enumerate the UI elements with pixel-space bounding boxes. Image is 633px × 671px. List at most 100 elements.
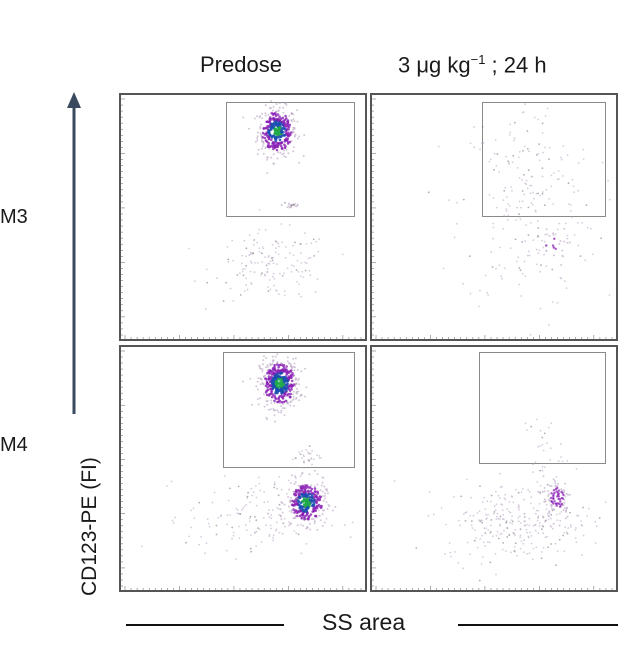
- scatter-point: [541, 132, 544, 134]
- scatter-point: [279, 119, 282, 123]
- scatter-point: [309, 256, 312, 259]
- scatter-point: [537, 516, 540, 519]
- scatter-point: [280, 488, 283, 491]
- scatter-point: [238, 537, 241, 539]
- scatter-point: [208, 525, 211, 528]
- scatter-point: [285, 103, 288, 106]
- scatter-point: [562, 509, 565, 511]
- scatter-point: [462, 567, 464, 570]
- scatter-point: [502, 228, 505, 230]
- scatter-point: [428, 491, 431, 493]
- scatter-point: [310, 493, 314, 497]
- scatter-point: [523, 513, 526, 515]
- scatter-point: [566, 234, 569, 237]
- scatter-point: [494, 139, 497, 141]
- scatter-point: [552, 522, 555, 525]
- scatter-point: [303, 506, 306, 509]
- scatter-point: [277, 363, 281, 367]
- scatter-point: [517, 516, 520, 519]
- scatter-point: [312, 458, 315, 461]
- scatter-point: [542, 151, 544, 154]
- scatter-point: [536, 220, 539, 223]
- scatter-point: [506, 536, 509, 538]
- scatter-point: [266, 418, 269, 421]
- scatter-point: [316, 278, 319, 280]
- scatter-point: [327, 492, 329, 495]
- scatter-point: [286, 356, 289, 359]
- scatter-point: [275, 363, 279, 366]
- scatter-point: [314, 490, 317, 493]
- scatter-point: [493, 505, 496, 508]
- scatter-point: [290, 119, 293, 122]
- scatter-point: [288, 510, 291, 512]
- scatter-point: [558, 512, 561, 515]
- scatter-point: [532, 507, 535, 510]
- scatter-point: [493, 168, 495, 171]
- scatter-point: [272, 147, 275, 151]
- scatter-point: [283, 385, 287, 389]
- scatter-point: [437, 145, 440, 148]
- scatter-point: [297, 270, 300, 273]
- scatter-point: [520, 491, 523, 494]
- scatter-point: [277, 242, 280, 245]
- scatter-point: [549, 525, 552, 527]
- scatter-point: [586, 515, 589, 517]
- scatter-point: [539, 522, 541, 524]
- scatter-point: [567, 527, 570, 529]
- scatter-point: [283, 367, 286, 370]
- scatter-point: [238, 525, 240, 528]
- scatter-point: [518, 216, 521, 218]
- scatter-point: [282, 134, 286, 137]
- scatter-point: [269, 260, 272, 263]
- scatter-point: [491, 535, 494, 538]
- scatter-point: [231, 239, 234, 242]
- scatter-point: [478, 579, 481, 582]
- scatter-point: [249, 534, 252, 536]
- scatter-point: [289, 522, 292, 525]
- scatter-point: [519, 206, 522, 209]
- scatter-point: [278, 245, 280, 248]
- scatter-point: [278, 531, 281, 534]
- scatter-point: [537, 227, 540, 229]
- panel-m3-dose: [370, 93, 618, 341]
- scatter-point: [291, 130, 294, 133]
- scatter-m4-dose: [372, 350, 613, 590]
- scatter-point: [227, 499, 230, 502]
- scatter-point: [222, 300, 225, 302]
- scatter-point: [490, 251, 493, 254]
- scatter-point: [290, 379, 294, 383]
- scatter-point: [229, 487, 231, 490]
- scatter-point: [516, 166, 519, 169]
- scatter-point: [547, 518, 550, 521]
- scatter-point: [545, 519, 547, 522]
- scatter-point: [283, 149, 286, 152]
- scatter-point: [534, 524, 536, 526]
- scatter-point: [530, 542, 533, 545]
- scatter-point: [559, 519, 562, 522]
- scatter-point: [283, 414, 286, 417]
- scatter-point: [562, 504, 565, 507]
- scatter-point: [298, 377, 300, 380]
- scatter-point: [248, 254, 251, 257]
- scatter-point: [507, 162, 510, 164]
- scatter-point: [306, 526, 309, 529]
- scatter-point: [561, 491, 564, 495]
- scatter-point: [525, 523, 528, 526]
- scatter-point: [492, 226, 495, 229]
- scatter-point: [294, 481, 297, 484]
- scatter-point: [569, 511, 571, 514]
- scatter-point: [281, 395, 284, 399]
- scatter-point: [501, 548, 504, 551]
- scatter-point: [270, 399, 272, 402]
- scatter-point: [279, 151, 282, 154]
- scatter-point: [496, 512, 499, 515]
- scatter-point: [290, 367, 293, 370]
- scatter-point: [315, 505, 318, 508]
- scatter-point: [316, 473, 319, 476]
- scatter-point: [260, 138, 263, 140]
- scatter-point: [226, 514, 229, 517]
- scatter-point: [482, 556, 484, 558]
- scatter-point: [527, 535, 530, 538]
- scatter-point: [541, 490, 544, 493]
- scatter-point: [499, 533, 502, 536]
